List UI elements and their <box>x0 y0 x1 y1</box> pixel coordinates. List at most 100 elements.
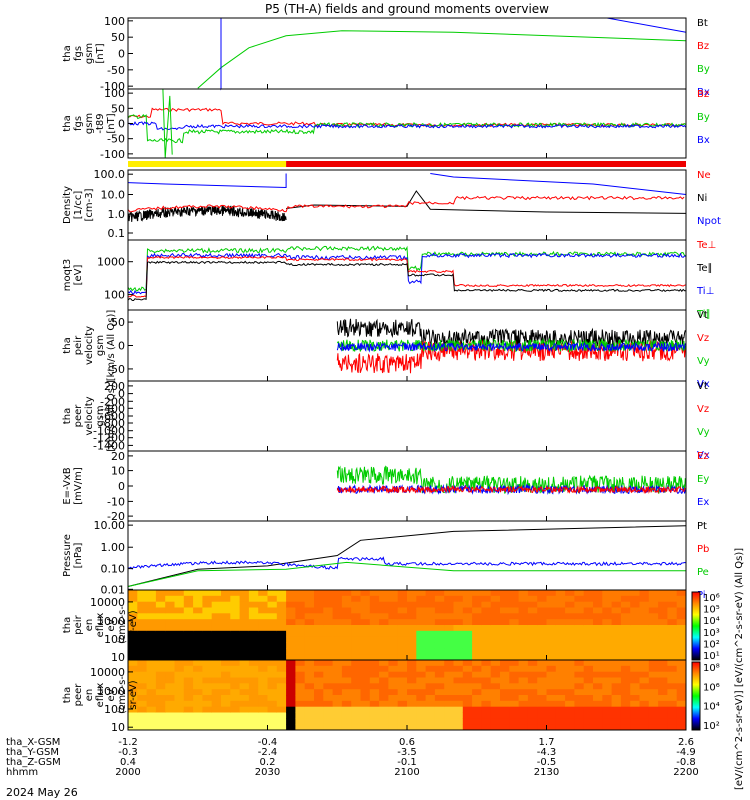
spectrogram-electron-cell <box>286 683 296 690</box>
spectrogram-ion-cell <box>258 619 268 626</box>
spectrogram-electron-cell <box>369 706 380 713</box>
spectrogram-ion-cell <box>565 648 575 655</box>
spectrogram-ion-cell <box>258 613 268 620</box>
spectrogram-electron-cell <box>407 712 417 719</box>
spectrogram-ion-cell <box>341 601 352 608</box>
spectrogram-ion-cell <box>221 613 231 620</box>
y-axis-label: peer <box>73 404 84 428</box>
spectrogram-electron-cell <box>248 718 259 725</box>
spectrogram-electron-cell <box>546 695 557 702</box>
spectrogram-electron-cell <box>304 706 315 713</box>
y-axis-label: tha <box>62 687 73 703</box>
spectrogram-electron-cell <box>565 689 575 696</box>
spectrogram-electron-cell <box>555 706 566 713</box>
spectrogram-ion-cell <box>416 654 427 661</box>
spectrogram-ion-cell <box>667 630 678 638</box>
spectrogram-electron-cell <box>174 660 185 667</box>
spectrogram-electron-cell <box>239 671 250 678</box>
spectrogram-electron-cell <box>648 695 659 702</box>
y-tick-label: 0 <box>118 118 125 131</box>
spectrogram-ion-cell <box>593 590 603 597</box>
x-axis-value: 1.7 <box>539 737 555 748</box>
spectrogram-electron-cell <box>648 689 659 696</box>
spectrogram-ion-cell <box>481 595 492 603</box>
spectrogram-electron-cell <box>434 683 445 690</box>
spectrogram-electron-cell <box>658 706 668 713</box>
legend-label: Ti∥ <box>696 309 711 320</box>
spectrogram-electron-cell <box>248 660 259 667</box>
x-axis-row-label: tha_X-GSM <box>6 737 60 748</box>
spectrogram-ion-cell <box>630 648 640 655</box>
spectrogram-electron-cell <box>416 671 427 678</box>
spectrogram-ion-cell <box>546 642 557 649</box>
spectrogram-electron-cell <box>155 700 166 708</box>
spectrogram-ion-cell <box>407 654 417 661</box>
spectrogram-ion-cell <box>490 636 501 643</box>
spectrogram-ion-cell <box>565 595 575 603</box>
spectrogram-electron-cell <box>481 665 492 673</box>
spectrogram-ion-cell <box>425 642 436 649</box>
spectrogram-ion-cell <box>639 601 650 608</box>
spectrogram-electron-cell <box>639 700 650 708</box>
spectrogram-ion-cell <box>174 619 185 626</box>
spectrogram-ion-cell <box>146 642 157 649</box>
spectrogram-ion-cell <box>360 654 371 661</box>
spectrogram-ion-cell <box>258 636 268 643</box>
spectrogram-electron-cell <box>565 671 575 678</box>
spectrogram-ion-cell <box>434 636 445 643</box>
spectrogram-ion-cell <box>444 590 454 597</box>
spectrogram-ion-cell <box>546 625 557 632</box>
spectrogram-ion-cell <box>583 648 594 655</box>
colorbar-tick-label: 10¹ <box>703 651 720 662</box>
spectrogram-electron-cell <box>667 700 678 708</box>
spectrogram-ion-cell <box>537 601 547 608</box>
spectrogram-ion-cell <box>230 636 241 643</box>
spectrogram-electron-cell <box>221 677 231 684</box>
spectrogram-electron-cell <box>425 665 436 673</box>
spectrogram-ion-cell <box>676 601 687 608</box>
spectrogram-ion-cell <box>453 630 464 638</box>
spectrogram-ion-cell <box>676 590 687 597</box>
spectrogram-ion-cell <box>593 636 603 643</box>
y-axis-label: sr-eV) <box>128 680 139 709</box>
spectrogram-electron-cell <box>546 660 557 667</box>
spectrogram-electron-cell <box>165 712 175 719</box>
spectrogram-electron-cell <box>527 706 538 713</box>
spectrogram-electron-cell <box>369 677 380 684</box>
spectrogram-ion-cell <box>397 607 408 614</box>
spectrogram-electron-cell <box>583 660 594 667</box>
spectrogram-electron-cell <box>490 695 501 702</box>
spectrogram-ion-cell <box>620 636 631 643</box>
spectrogram-electron-cell <box>472 724 482 731</box>
spectrogram-electron-cell <box>407 665 417 673</box>
spectrogram-electron-cell <box>565 695 575 702</box>
legend-label: Vt <box>697 310 708 321</box>
spectrogram-electron-cell <box>444 689 454 696</box>
spectrogram-ion-cell <box>639 595 650 603</box>
spectrogram-electron-cell <box>481 671 492 678</box>
spectrogram-electron-cell <box>155 671 166 678</box>
legend-label: By <box>697 64 710 75</box>
spectrogram-ion-cell <box>369 601 380 608</box>
spectrogram-ion-cell <box>620 607 631 614</box>
spectrogram-ion-cell <box>500 642 510 649</box>
spectrogram-electron-cell <box>407 660 417 667</box>
spectrogram-electron-cell <box>369 724 380 731</box>
y-tick-label: 10.0 <box>101 189 126 202</box>
legend-label: Te⊥ <box>696 240 716 251</box>
spectrogram-electron-cell <box>546 677 557 684</box>
spectrogram-electron-cell <box>630 724 640 731</box>
spectrogram-ion-cell <box>258 595 268 603</box>
spectrogram-ion-cell <box>518 636 529 643</box>
spectrogram-electron-cell <box>202 671 213 678</box>
spectrogram-electron-cell <box>323 695 334 702</box>
spectrogram-electron-cell <box>379 695 389 702</box>
spectrogram-electron-cell <box>425 689 436 696</box>
x-axis-value: 0.4 <box>120 757 136 768</box>
spectrogram-electron-cell <box>611 683 622 690</box>
spectrogram-ion-cell <box>444 613 454 620</box>
spectrogram-ion-cell <box>258 654 268 661</box>
spectrogram-ion-cell <box>648 595 659 603</box>
spectrogram-ion-cell <box>676 654 687 661</box>
